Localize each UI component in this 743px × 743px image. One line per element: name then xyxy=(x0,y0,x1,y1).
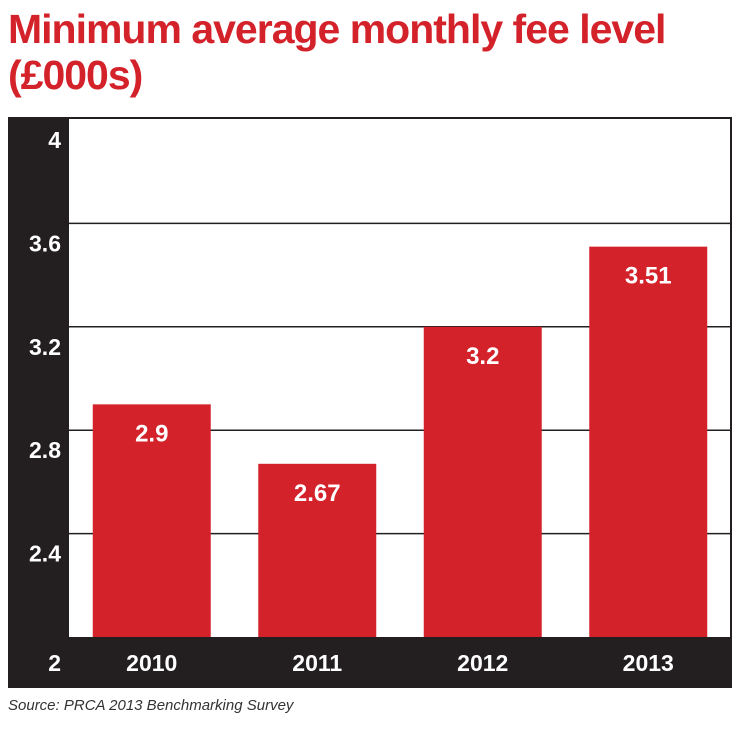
x-tick-label: 2013 xyxy=(623,650,674,676)
bar-2012 xyxy=(423,326,542,637)
source-note: Source: PRCA 2013 Benchmarking Survey xyxy=(8,697,294,714)
chart-frame xyxy=(8,117,732,688)
x-tick-label: 2011 xyxy=(292,650,342,676)
y-tick-label: 2 xyxy=(48,650,61,676)
x-tick-label: 2012 xyxy=(457,650,508,676)
bar-2013 xyxy=(589,246,708,638)
bar-2011 xyxy=(258,463,377,637)
chart-title-line-1: Minimum average monthly fee level xyxy=(8,6,666,52)
bar-2010 xyxy=(92,404,211,637)
chart-title: Minimum average monthly fee level (£000s… xyxy=(8,6,728,98)
chart-title-line-2: (£000s) xyxy=(8,52,143,98)
y-tick-label: 3.2 xyxy=(29,334,61,360)
bar-value-label: 3.2 xyxy=(466,343,499,370)
bar-value-label: 3.51 xyxy=(625,263,672,290)
y-tick-label: 3.6 xyxy=(29,230,61,256)
y-tick-label: 2.4 xyxy=(29,541,61,567)
y-tick-label: 2.8 xyxy=(29,437,61,463)
bar-value-label: 2.67 xyxy=(294,480,341,507)
y-axis-band xyxy=(9,118,69,687)
bar-value-label: 2.9 xyxy=(135,420,168,447)
x-axis-band xyxy=(9,637,731,687)
x-tick-label: 2010 xyxy=(126,650,177,676)
y-tick-label: 4 xyxy=(48,127,61,153)
